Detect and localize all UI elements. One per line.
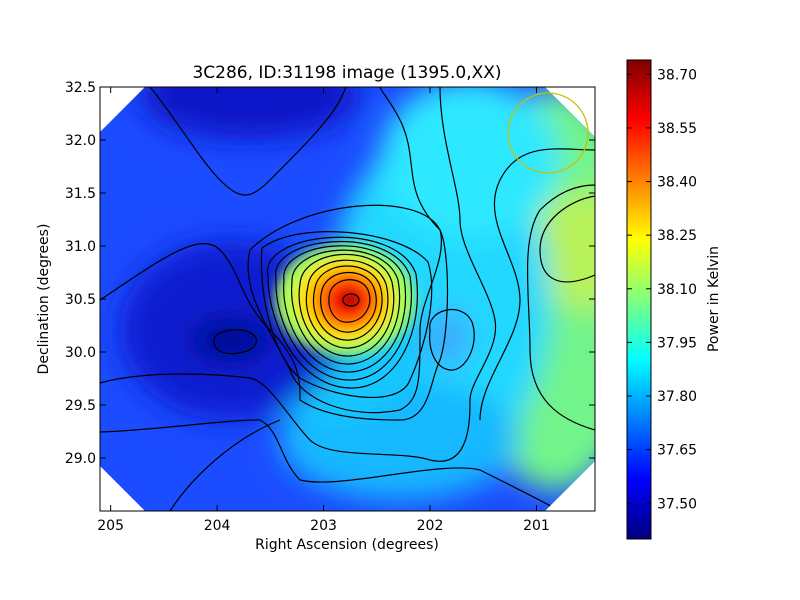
contour-peak-9 [275,240,412,381]
colorbar-tick-label: 38.10 [657,282,697,298]
contour-high-right [539,195,595,283]
colorbar-tick-label: 37.80 [657,389,697,405]
colorbar-ticks: 37.50 37.65 37.80 37.95 38.10 38.25 38.40 38.55… [627,67,697,512]
y-axis-ticks: 29.0 29.5 30.0 30.5 31.0 31.5 32.0 32.5 [65,80,595,467]
contour-flow-3 [100,419,561,511]
y-tick-label: 30.0 [65,345,96,361]
contour-flow-5 [479,148,595,421]
x-axis-label: Right Ascension (degrees) [255,537,439,553]
y-tick-label: 31.5 [65,186,96,202]
heatmap-field [100,87,595,511]
contour-peak-2 [328,279,371,323]
contour-peak-3 [320,271,377,333]
contour-peak-5 [305,259,389,349]
y-tick-label: 29.5 [65,398,96,414]
x-tick-label: 201 [523,518,550,534]
colorbar-tick-label: 38.70 [657,67,697,83]
colorbar-tick-label: 38.25 [657,228,697,244]
contour-peak-1 [342,293,360,307]
x-tick-label: 202 [417,518,444,534]
colorbar-label: Power in Kelvin [706,246,722,352]
contour-flow-4 [169,419,281,511]
y-axis-label: Declination (degrees) [36,224,52,375]
colorbar-tick-label: 37.50 [657,496,697,512]
y-tick-label: 32.5 [65,80,96,96]
x-tick-label: 203 [310,518,337,534]
contour-flow-1 [100,87,449,421]
contour-top-left [149,87,347,196]
y-tick-label: 31.0 [65,239,96,255]
contour-flow-2 [100,87,497,462]
x-tick-label: 204 [204,518,231,534]
contour-peak-8 [283,245,407,373]
contour-lines [100,87,595,511]
colorbar-tick-label: 38.40 [657,175,697,191]
colorbar [626,59,652,540]
y-tick-label: 32.0 [65,133,96,149]
y-tick-label: 30.5 [65,292,96,308]
colorbar-tick-label: 37.95 [657,335,697,351]
colorbar-tick-label: 37.65 [657,443,697,459]
contour-min [213,329,257,355]
contour-outer-2 [247,204,442,414]
y-tick-label: 29.0 [65,451,96,467]
x-tick-label: 205 [97,518,124,534]
x-axis-ticks: 205 204 203 202 201 [97,87,550,534]
beam-circle [507,92,589,174]
chart-title: 3C286, ID:31198 image (1395.0,XX) [192,63,501,83]
contour-peak-4 [313,265,383,341]
contour-bump [429,308,475,371]
colorbar-tick-label: 38.55 [657,121,697,137]
contour-peak-10 [267,236,418,389]
contour-peak-6 [298,253,395,357]
contour-peak-7 [291,249,401,365]
contour-flow-6 [526,184,595,431]
